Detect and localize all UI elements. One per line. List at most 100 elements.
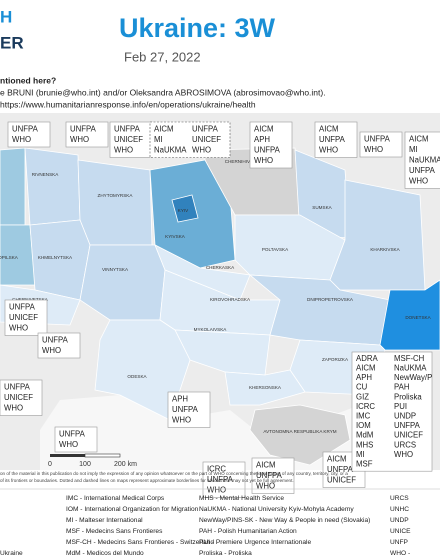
organization: WHO	[254, 156, 273, 165]
organization: WHO	[319, 145, 338, 154]
region	[154, 244, 251, 301]
callout: UNFPA WHO	[65, 121, 109, 148]
organization: MI	[154, 135, 163, 144]
logo-line: H	[0, 7, 12, 26]
region-label: DNIPROPETROVSKA	[307, 297, 354, 302]
region-label: KYIV	[178, 208, 189, 213]
organization: MdM	[356, 431, 373, 440]
organization: UNFPA	[4, 382, 31, 391]
organization: WHO	[42, 346, 61, 355]
organization: UNICEF	[4, 393, 33, 402]
callout: UNFPA WHO	[37, 332, 81, 359]
region-label: VINNYTSKA	[102, 267, 129, 272]
organization: UNFPA	[192, 124, 219, 133]
organization: UNFPA	[172, 405, 199, 414]
legend-entry: MHS - Mental Health Service	[199, 495, 284, 502]
region-label: ZAPORIZKA	[322, 357, 349, 362]
scale-label: 0	[48, 461, 52, 468]
contact-line: https://www.humanitarianresponse.info/en…	[0, 99, 256, 109]
scale-label: 100	[79, 461, 91, 468]
organization: UNICEF	[114, 135, 143, 144]
region-label: CHERNIHIVSKA	[225, 159, 260, 164]
region-label: OPILSKA	[0, 255, 19, 260]
organization: UNFPA	[256, 471, 283, 480]
legend-entry: WHO -	[390, 550, 410, 557]
region-label: POLTAVSKA	[262, 247, 289, 252]
organization: IMC	[356, 411, 371, 420]
callout: UNFPA WHO	[54, 426, 98, 453]
callout-box	[149, 121, 231, 158]
organization: URCS	[394, 440, 416, 449]
organization: NewWay/P	[394, 373, 432, 382]
organization: IOM	[356, 421, 371, 430]
callout-box	[249, 121, 293, 169]
organization: UNFPA	[114, 124, 141, 133]
organization: WHO	[9, 323, 28, 332]
organization: Proliska	[394, 392, 422, 401]
organization: AICM	[356, 363, 376, 372]
region-label: DONETSKA	[405, 315, 431, 320]
callout-box	[4, 299, 48, 336]
map: RIVNENSKA ZHYTOMYRSKA CHERNIHIVSKA SUMSKA KY…	[0, 113, 440, 498]
scale-bar: 0 100 200 km	[48, 453, 137, 468]
organization: PUI	[394, 402, 407, 411]
callout: UNFPA WHO	[7, 121, 51, 148]
region-label: KIROVOHRADSKA	[210, 297, 251, 302]
organization: UNFPA	[42, 335, 69, 344]
organization: APH	[356, 373, 372, 382]
organization: UNICEF	[394, 431, 423, 440]
organization: NaUKMA	[409, 155, 440, 164]
organization: PAH	[394, 383, 409, 392]
organization: WHO	[12, 135, 31, 144]
callout-box	[359, 131, 403, 158]
organization: WHO	[409, 176, 428, 185]
region-label: SUMSKA	[312, 205, 332, 210]
legend-entry: MSF - Medecins Sans Frontieres	[66, 528, 163, 535]
scale-label: 200 km	[114, 461, 137, 468]
legend-entry: URCS	[390, 495, 409, 502]
organization: UNFPA	[327, 465, 354, 474]
region	[79, 244, 166, 321]
callout-box	[314, 121, 358, 158]
organization: UNICEF	[327, 475, 356, 484]
legend-entry: UNHC	[390, 506, 409, 513]
organization: AICM	[409, 134, 429, 143]
callout-box	[0, 379, 43, 416]
organization: APH	[254, 135, 270, 144]
legend-entry: PAH - Polish Humanitarian Action	[199, 528, 297, 535]
callout-box	[202, 461, 246, 498]
legend-entry: UNDP	[390, 517, 409, 524]
organization: GIZ	[356, 392, 369, 401]
legend-entry: IMC - International Medical Corps	[66, 495, 165, 502]
region-label: AVTONOMNA RESPUBLIKA KRYM	[263, 429, 336, 434]
organization: UNDP	[394, 411, 416, 420]
organization: ADRA	[356, 354, 378, 363]
organization: ICRC	[356, 402, 375, 411]
region	[171, 194, 199, 223]
region	[0, 147, 26, 226]
organization: WHO	[114, 145, 133, 154]
legend-entry: MSF-CH - Medecins Sans Frontieres - Swit…	[66, 539, 214, 546]
organization: UNFPA	[394, 421, 421, 430]
region-label: MYKOLAIVSKA	[194, 327, 228, 332]
organization: WHO	[394, 450, 413, 459]
title: Ukraine: 3W	[119, 13, 276, 43]
organization: UNFPA	[254, 145, 281, 154]
callout-box	[351, 351, 433, 472]
organization: CU	[356, 383, 368, 392]
legend-entry: IOM - International Organization for Mig…	[66, 506, 199, 513]
region	[77, 159, 153, 246]
legend-entry: MI - Malteser International	[66, 517, 143, 524]
organization: MHS	[356, 440, 373, 449]
organization: UNFPA	[9, 302, 36, 311]
